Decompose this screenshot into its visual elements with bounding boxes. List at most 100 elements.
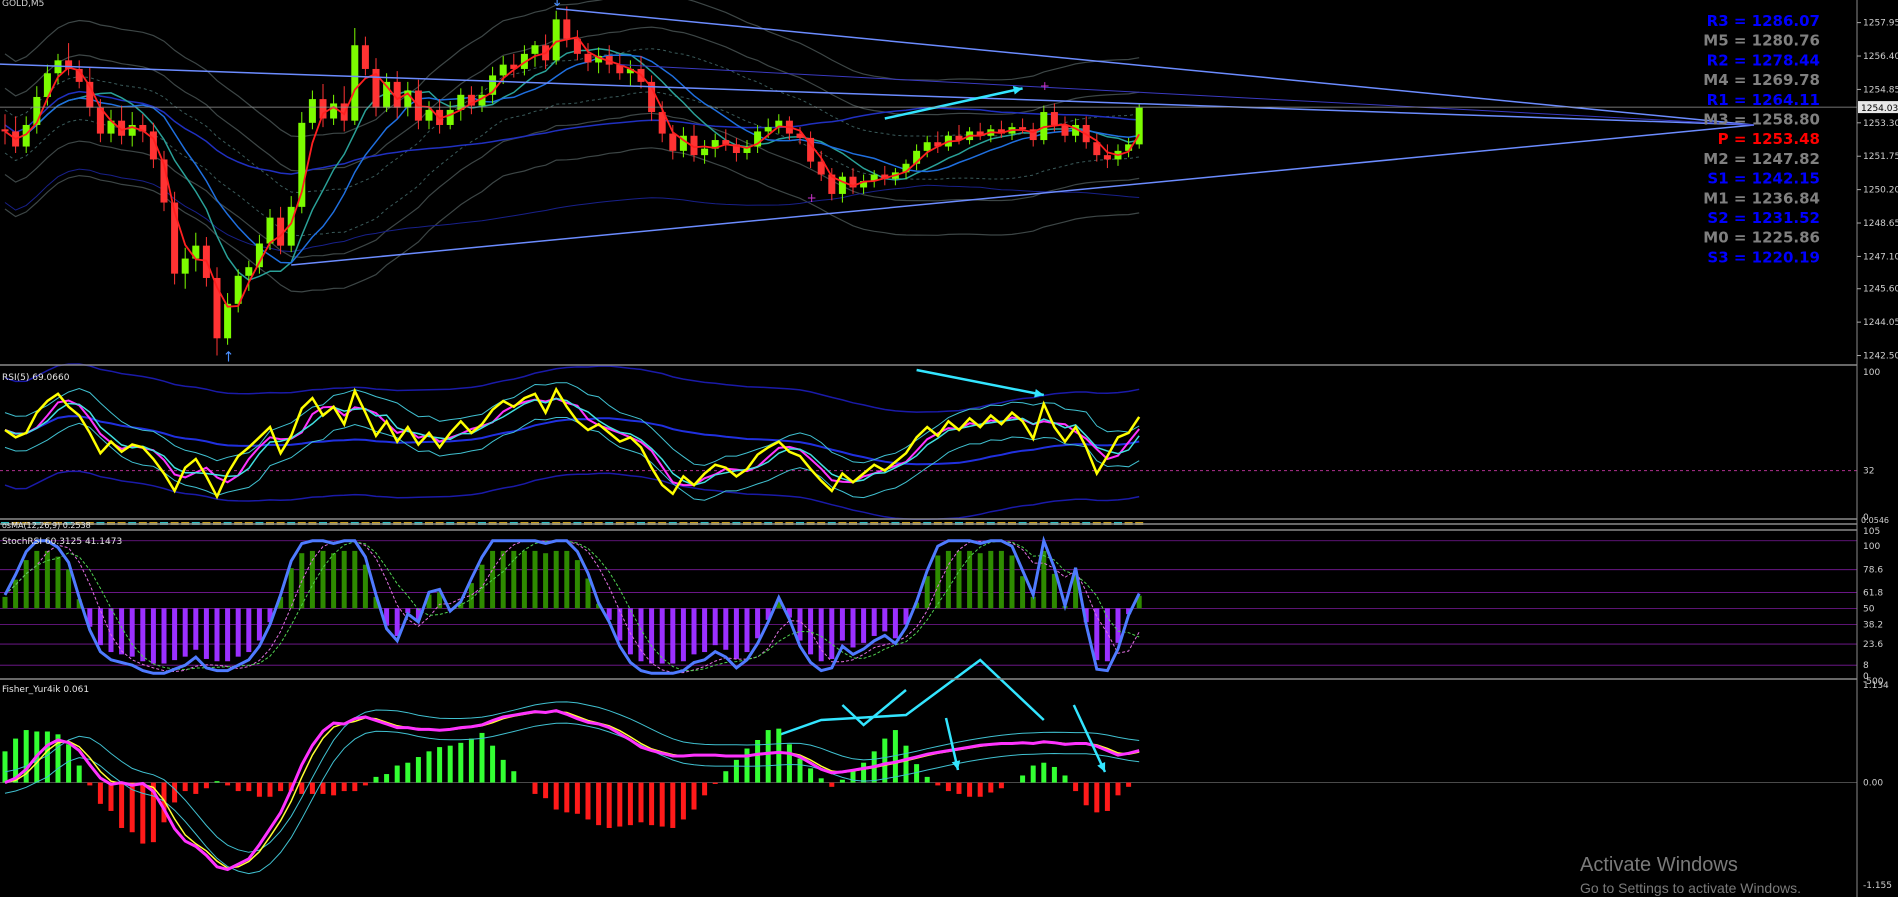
fisher-histogram-bar — [437, 747, 443, 783]
stoch-histogram-bar — [638, 608, 644, 662]
price-tick-label: 1242.50 — [1863, 352, 1898, 362]
stoch-histogram-bar — [670, 608, 676, 664]
mid-envelope — [4, 112, 1140, 259]
fisher-tick-label: -1.155 — [1863, 881, 1892, 891]
stoch-histogram-bar — [288, 568, 294, 609]
fisher-histogram-bar — [66, 744, 72, 783]
stoch-histogram-bar — [564, 550, 570, 609]
rsi-title: RSI(5) 69.0660 — [2, 373, 70, 383]
stoch-histogram-bar — [988, 550, 994, 609]
stoch-histogram-bar — [861, 608, 867, 643]
stoch-histogram-bar — [924, 576, 930, 609]
candle-bear — [817, 161, 825, 175]
candle-bull — [923, 142, 931, 151]
candle-bear — [732, 144, 740, 153]
candle-bull — [192, 245, 200, 259]
stoch-histogram-bar — [341, 550, 347, 609]
stoch-histogram-bar — [246, 608, 252, 653]
fisher-histogram-bar — [256, 782, 262, 797]
stoch-histogram-bar — [278, 596, 284, 609]
stoch-tick-label: 23.6 — [1863, 640, 1883, 650]
candle-bear — [828, 174, 836, 194]
fisher-histogram-bar — [585, 782, 591, 820]
fisher-histogram-bar — [755, 740, 761, 783]
stoch-histogram-bar — [649, 608, 655, 664]
stoch-histogram-bar — [892, 608, 898, 639]
stoch-histogram-bar — [352, 550, 358, 609]
stoch-histogram-bar — [956, 550, 962, 609]
fisher-histogram-bar — [140, 782, 146, 844]
fisher-histogram-bar — [680, 782, 686, 820]
candle-bear — [1, 129, 9, 132]
candle-bull — [1125, 144, 1133, 151]
fisher-histogram-bar — [468, 738, 474, 783]
rsi-envelope-up — [4, 382, 1140, 466]
candle-bull — [775, 120, 783, 128]
fisher-histogram-bar — [55, 734, 61, 783]
stoch-histogram-bar — [871, 608, 877, 636]
divergence-arrow-price — [884, 87, 1023, 120]
fisher-histogram-bar — [415, 757, 421, 783]
price-tick-label: 1245.60 — [1863, 285, 1898, 295]
candle-bull — [478, 94, 486, 106]
price-panel: ↓ ↑ + + — [0, 0, 1755, 366]
price-tick-label: 1250.20 — [1863, 186, 1898, 196]
fisher-histogram-bar — [945, 782, 951, 792]
stoch-histogram-bar — [574, 560, 580, 609]
fisher-histogram-bar — [299, 782, 305, 794]
candle-bull — [860, 181, 868, 188]
pivot-level-label: M4 = 1269.78 — [1703, 71, 1820, 89]
fisher-histogram-bar — [1126, 782, 1132, 787]
stoch-histogram-bar — [129, 608, 135, 657]
stoch-histogram-bar — [839, 608, 845, 641]
pivot-level-label: M2 = 1247.82 — [1703, 150, 1820, 168]
fisher-histogram-bar — [172, 782, 178, 803]
rsi-tick-label: 32 — [1863, 467, 1874, 477]
fisher-histogram-bar — [574, 782, 580, 814]
fisher-histogram-bar — [638, 782, 644, 823]
stoch-line — [3, 535, 1141, 675]
candle-bear — [997, 129, 1005, 134]
stoch-histogram-bar — [543, 553, 549, 609]
fisher-histogram-bar — [702, 782, 708, 796]
stoch-histogram-bar — [808, 608, 814, 655]
fisher-histogram-bar — [903, 745, 909, 783]
candle-bull — [457, 94, 465, 110]
stoch-histogram-bar — [426, 594, 432, 609]
fisher-histogram-bar — [988, 782, 994, 793]
fisher-histogram-bar — [458, 742, 464, 783]
trendline-upper — [0, 63, 1755, 126]
stoch-histogram-bar — [786, 608, 792, 618]
candle-bull — [425, 109, 433, 121]
price-tick-label: 1244.05 — [1863, 318, 1898, 328]
candle-bull — [711, 140, 719, 149]
fisher-histogram-bar — [998, 782, 1004, 789]
pivot-level-label: M5 = 1280.76 — [1703, 32, 1820, 50]
candle-bear — [934, 142, 942, 147]
fisher-histogram-bar — [490, 745, 496, 783]
fisher-exit-arrow-head — [1097, 762, 1106, 772]
candle-bear — [319, 99, 327, 119]
fisher-histogram-bar — [1020, 775, 1026, 783]
stoch-tick-label: 100 — [1863, 542, 1880, 552]
fisher-histogram-bar — [373, 776, 379, 783]
candle-bear — [118, 120, 126, 136]
fisher-envelope-up — [4, 701, 1140, 853]
stoch-histogram-bar — [394, 608, 400, 636]
fisher-histogram-bar — [1094, 782, 1100, 813]
fisher-histogram-bar — [2, 751, 8, 783]
fisher-histogram-bar — [129, 782, 135, 833]
candle-bear — [467, 94, 475, 106]
stoch-tick-label: 8 — [1863, 661, 1869, 671]
stoch-histogram-bar — [967, 550, 973, 609]
fisher-histogram-bar — [97, 782, 103, 804]
candle-bear — [1029, 129, 1037, 141]
stoch-histogram-bar — [511, 550, 517, 609]
rsi-line — [4, 386, 1141, 500]
stoch-histogram-bar — [235, 608, 241, 657]
stoch-histogram-bar — [2, 596, 8, 609]
rsi-tick-label: 100 — [1863, 368, 1880, 378]
outer-envelope — [4, 0, 1140, 138]
